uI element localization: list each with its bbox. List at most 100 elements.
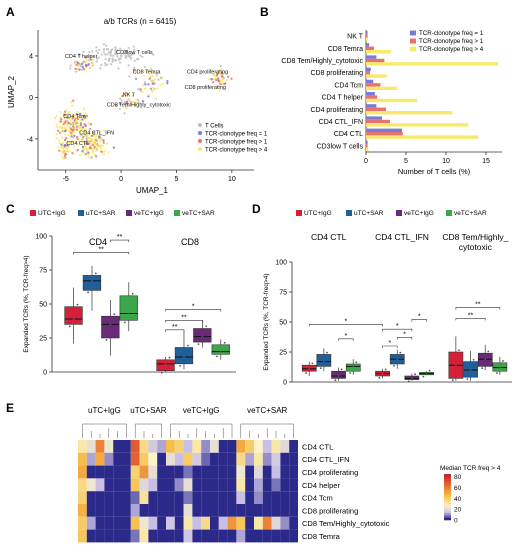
heatmap-cell — [210, 504, 219, 517]
umap-point — [65, 136, 68, 140]
umap-point — [211, 73, 215, 76]
data-point — [340, 368, 343, 371]
umap-point — [136, 58, 139, 61]
heatmap-cell — [148, 478, 158, 492]
heatmap-cell — [218, 440, 228, 453]
umap-point — [107, 51, 110, 54]
heatmap-cell — [254, 516, 263, 530]
bar — [366, 119, 390, 124]
umap-point — [91, 143, 95, 147]
heatmap-cell — [218, 478, 228, 492]
umap-point — [91, 141, 95, 144]
umap-point — [89, 144, 92, 147]
umap-point — [65, 124, 69, 127]
heatmap-group-label: veTC+IgG — [183, 406, 220, 415]
umap-point — [102, 139, 105, 142]
data-point — [393, 364, 395, 367]
heatmap-cell — [166, 452, 175, 466]
heatmap-cell — [130, 440, 140, 453]
umap-point — [60, 131, 63, 134]
heatmap-cell — [245, 465, 254, 479]
umap-point — [90, 134, 94, 137]
heatmap-cell — [78, 529, 87, 543]
umap-point — [112, 146, 115, 149]
umap-point — [217, 79, 220, 83]
heatmap-cell — [271, 465, 281, 479]
umap-point — [58, 141, 61, 145]
heatmap-cell — [78, 516, 87, 530]
umap-point — [105, 44, 108, 47]
umap-point — [127, 46, 130, 50]
umap-point — [74, 70, 78, 73]
box-y-tick-label: 100 — [35, 234, 47, 241]
heatmap-cell — [192, 440, 202, 453]
umap-point — [78, 55, 81, 58]
heatmap-cell — [210, 465, 219, 479]
heatmap-group-label: veTC+SAR — [247, 406, 287, 415]
umap-point — [66, 114, 69, 118]
umap-point — [137, 88, 140, 91]
group-label: CD4 — [89, 237, 107, 247]
umap-point — [100, 150, 103, 153]
umap-point — [83, 128, 86, 131]
heatmap-legend-tick: 40 — [454, 496, 462, 503]
bar — [366, 95, 378, 99]
umap-point — [216, 85, 220, 88]
panel-c-boxplot: 0 25 50 75 100 Expanded TCRs (%, TCR-freq>4) U… — [23, 210, 236, 377]
umap-point — [102, 129, 106, 132]
panel-b-bar-chart: 0 5 10 15 Number of T cells (%) NK T CD8 Temra… — [281, 30, 502, 176]
heatmap-cell — [113, 529, 122, 543]
umap-point — [134, 101, 138, 104]
umap-point — [75, 128, 78, 131]
legend-label: TCR-clonotype freq > 1 — [205, 139, 268, 145]
umap-point — [82, 60, 86, 64]
umap-point — [132, 68, 136, 72]
umap-point — [219, 70, 222, 73]
umap-point — [64, 132, 67, 136]
umap-point — [96, 52, 100, 55]
panel-b-letter: B — [260, 5, 269, 19]
data-point — [384, 368, 387, 371]
umap-point — [106, 63, 109, 66]
heatmap-cell — [174, 529, 184, 543]
umap-point — [81, 125, 85, 129]
umap-point — [120, 99, 123, 102]
umap-point — [156, 87, 159, 90]
heatmap-cell — [271, 504, 281, 517]
heatmap-cell — [157, 529, 166, 543]
umap-point — [76, 137, 79, 140]
significance-bracket — [455, 307, 501, 310]
legend-label: TCR-clonotype freq > 4 — [205, 147, 268, 153]
umap-point — [61, 129, 65, 133]
umap-point — [87, 58, 90, 62]
umap-point — [63, 155, 67, 158]
bar — [366, 135, 478, 139]
heatmap-cell — [262, 491, 272, 504]
umap-point — [141, 90, 144, 93]
bar — [366, 147, 369, 151]
umap-point — [76, 148, 79, 152]
group-label: CD8 Tem/Highly_ — [442, 232, 508, 242]
heatmap-legend-tick: 60 — [454, 485, 462, 492]
heatmap-row-label: CD4 helper — [302, 481, 340, 490]
box-y-tick-label: 0 — [283, 380, 287, 387]
heatmap-cell — [122, 529, 131, 543]
panel-e-heatmap: uTC+IgG uTC+SAR veTC+IgG veTC+SAR CD4 CTL CD4… — [78, 406, 501, 543]
heatmap-cell — [104, 440, 114, 453]
heatmap-cell — [130, 478, 140, 492]
umap-point — [75, 113, 78, 116]
umap-point — [63, 117, 66, 120]
heatmap-cell — [236, 504, 246, 517]
significance-label: ** — [475, 302, 481, 309]
data-point — [91, 280, 93, 282]
umap-point — [119, 47, 122, 50]
significance-bracket — [396, 337, 413, 340]
significance-bracket — [165, 329, 185, 332]
significance-bracket — [110, 239, 130, 243]
umap-point — [88, 128, 91, 132]
data-point — [484, 358, 487, 361]
umap-point — [82, 68, 86, 71]
heatmap-cell — [201, 478, 210, 492]
significance-label: ** — [98, 246, 104, 253]
heatmap-cell — [210, 516, 219, 530]
